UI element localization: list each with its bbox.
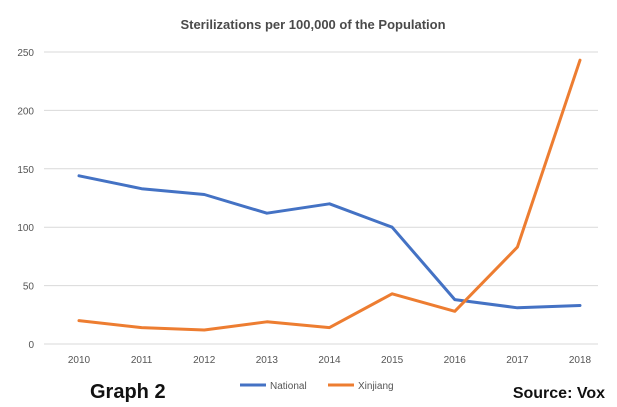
y-axis-ticks: 0 50 100 150 200 250 [17, 48, 34, 351]
chart-title: Sterilizations per 100,000 of the Popula… [180, 17, 445, 32]
x-tick-label: 2017 [506, 355, 529, 366]
x-tick-label: 2015 [381, 355, 404, 366]
legend-label: Xinjiang [358, 381, 394, 392]
y-tick-label: 200 [17, 106, 34, 117]
series-line-xinjiang [77, 58, 582, 332]
grid-lines [44, 51, 598, 345]
x-tick-label: 2011 [131, 355, 153, 366]
x-axis-ticks: 2010 2011 2012 2013 2014 2015 2016 2017 2018 [68, 355, 592, 366]
x-tick-label: 2018 [569, 355, 592, 366]
source-caption: Source: Vox [512, 385, 605, 402]
x-tick-label: 2016 [444, 355, 467, 366]
x-tick-label: 2010 [68, 355, 91, 366]
legend: National Xinjiang [240, 381, 394, 392]
y-tick-label: 100 [17, 223, 34, 234]
legend-label: National [270, 381, 307, 392]
series-line-national [77, 174, 582, 310]
graph-caption: Graph 2 [90, 381, 166, 403]
x-tick-label: 2014 [318, 355, 341, 366]
x-tick-label: 2012 [193, 355, 216, 366]
y-tick-label: 150 [17, 165, 34, 176]
y-tick-label: 0 [28, 340, 34, 351]
y-tick-label: 50 [23, 282, 35, 293]
y-tick-label: 250 [17, 48, 34, 59]
x-tick-label: 2013 [256, 355, 279, 366]
series-lines [77, 58, 582, 332]
